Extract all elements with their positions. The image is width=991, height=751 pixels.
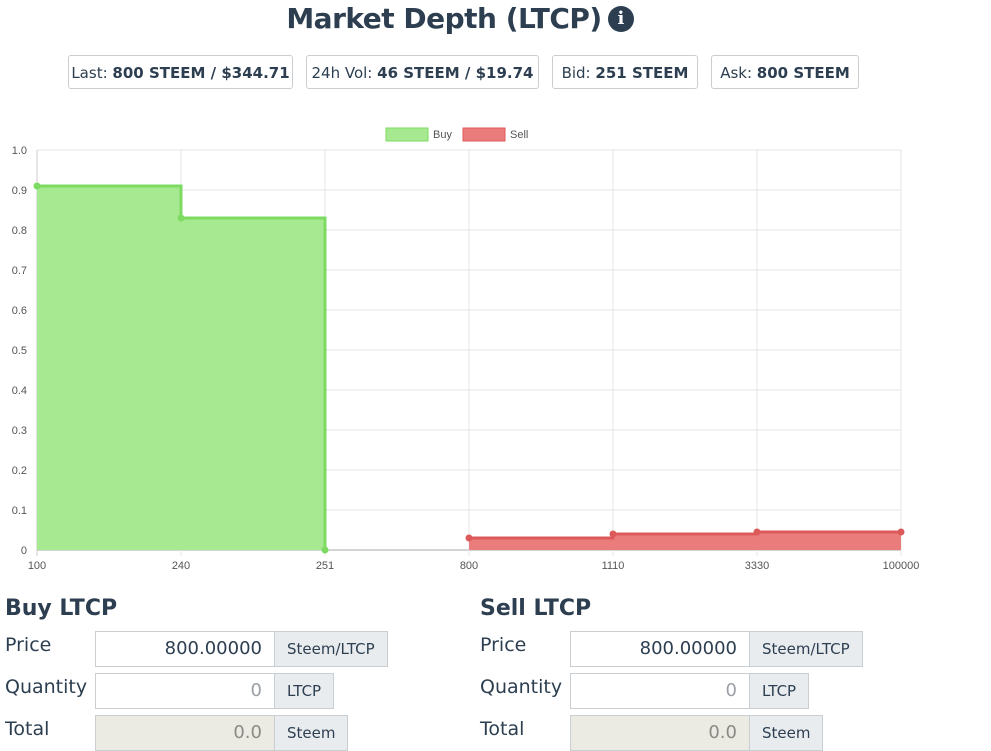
buy-price-unit: Steem/LTCP: [275, 631, 388, 667]
legend-label-buy: Buy: [433, 129, 452, 141]
stat-ask-label: Ask:: [720, 64, 753, 82]
chart-areas: [33, 182, 905, 554]
sell-point: [897, 528, 905, 536]
sell-price-unit: Steem/LTCP: [750, 631, 863, 667]
chart-axes: 0 0.1 0.2 0.3 0.4 0.5 0.6 0.7 0.8 0.9 1.0 100 240 251…: [12, 145, 920, 572]
y-tick-label: 0.3: [12, 425, 27, 437]
stat-bid-label: Bid:: [561, 64, 591, 82]
buy-quantity-input[interactable]: 0: [95, 673, 275, 709]
buy-total-input: 0.0: [95, 715, 275, 751]
sell-quantity-unit: LTCP: [750, 673, 810, 709]
y-tick-label: 0.1: [12, 505, 27, 517]
sell-heading: Sell LTCP: [480, 596, 592, 621]
x-tick-label: 100: [28, 560, 46, 572]
sell-point: [609, 530, 617, 538]
chart-legend: Buy Sell: [385, 127, 528, 142]
y-tick-label: 0.9: [12, 185, 27, 197]
x-tick-label: 100000: [883, 560, 920, 572]
stat-volume-value: 46 STEEM / $19.74: [377, 64, 534, 82]
stat-ask: Ask: 800 STEEM: [711, 55, 859, 89]
legend-label-sell: Sell: [510, 129, 528, 141]
info-icon[interactable]: i: [607, 6, 634, 32]
buy-price-label: Price: [5, 634, 52, 656]
page-title: Market Depth (LTCP) i: [0, 2, 920, 35]
stat-last: Last: 800 STEEM / $344.71: [68, 55, 293, 89]
sell-total-label: Total: [480, 718, 525, 740]
y-tick-label: 0.5: [12, 345, 27, 357]
sell-area: [469, 532, 901, 550]
legend-swatch-sell: [462, 127, 506, 142]
y-tick-label: 0.6: [12, 305, 27, 317]
buy-quantity-unit: LTCP: [275, 673, 335, 709]
sell-quantity-input[interactable]: 0: [570, 673, 750, 709]
sell-price-input[interactable]: 800.00000: [570, 631, 750, 667]
sell-total-unit: Steem: [750, 715, 824, 751]
stat-last-label: Last:: [71, 64, 108, 82]
stat-volume: 24h Vol: 46 STEEM / $19.74: [306, 55, 539, 89]
buy-heading: Buy LTCP: [5, 596, 118, 621]
buy-quantity-label: Quantity: [5, 676, 88, 698]
page-title-text: Market Depth (LTCP): [286, 2, 602, 35]
stat-bid: Bid: 251 STEEM: [552, 55, 698, 89]
sell-point: [753, 528, 761, 536]
sell-point: [465, 534, 473, 542]
stat-volume-label: 24h Vol:: [311, 64, 373, 82]
x-tick-label: 1110: [602, 560, 625, 572]
buy-point: [177, 214, 185, 222]
y-tick-label: 1.0: [12, 145, 27, 157]
buy-point: [321, 546, 329, 554]
sell-quantity-label: Quantity: [480, 676, 563, 698]
buy-total-unit: Steem: [275, 715, 349, 751]
stat-ask-value: 800 STEEM: [756, 64, 850, 82]
buy-point: [33, 182, 41, 190]
sell-total-input: 0.0: [570, 715, 750, 751]
y-tick-label: 0.2: [12, 465, 27, 477]
depth-chart[interactable]: 0 0.1 0.2 0.3 0.4 0.5 0.6 0.7 0.8 0.9 1.0 100 240 251…: [0, 120, 991, 580]
x-tick-label: 240: [172, 560, 190, 572]
y-tick-label: 0.7: [12, 265, 27, 277]
y-tick-label: 0.4: [12, 385, 27, 397]
buy-area: [37, 186, 325, 550]
stat-bid-value: 251 STEEM: [595, 64, 689, 82]
buy-price-input[interactable]: 800.00000: [95, 631, 275, 667]
sell-price-label: Price: [480, 634, 527, 656]
y-tick-label: 0.8: [12, 225, 27, 237]
x-tick-label: 251: [316, 560, 334, 572]
legend-swatch-buy: [385, 127, 429, 142]
y-tick-label: 0: [21, 545, 27, 557]
x-tick-label: 3330: [745, 560, 769, 572]
sell-line: [469, 530, 901, 540]
x-tick-label: 800: [460, 560, 478, 572]
stat-last-value: 800 STEEM / $344.71: [112, 64, 290, 82]
buy-total-label: Total: [5, 718, 50, 740]
